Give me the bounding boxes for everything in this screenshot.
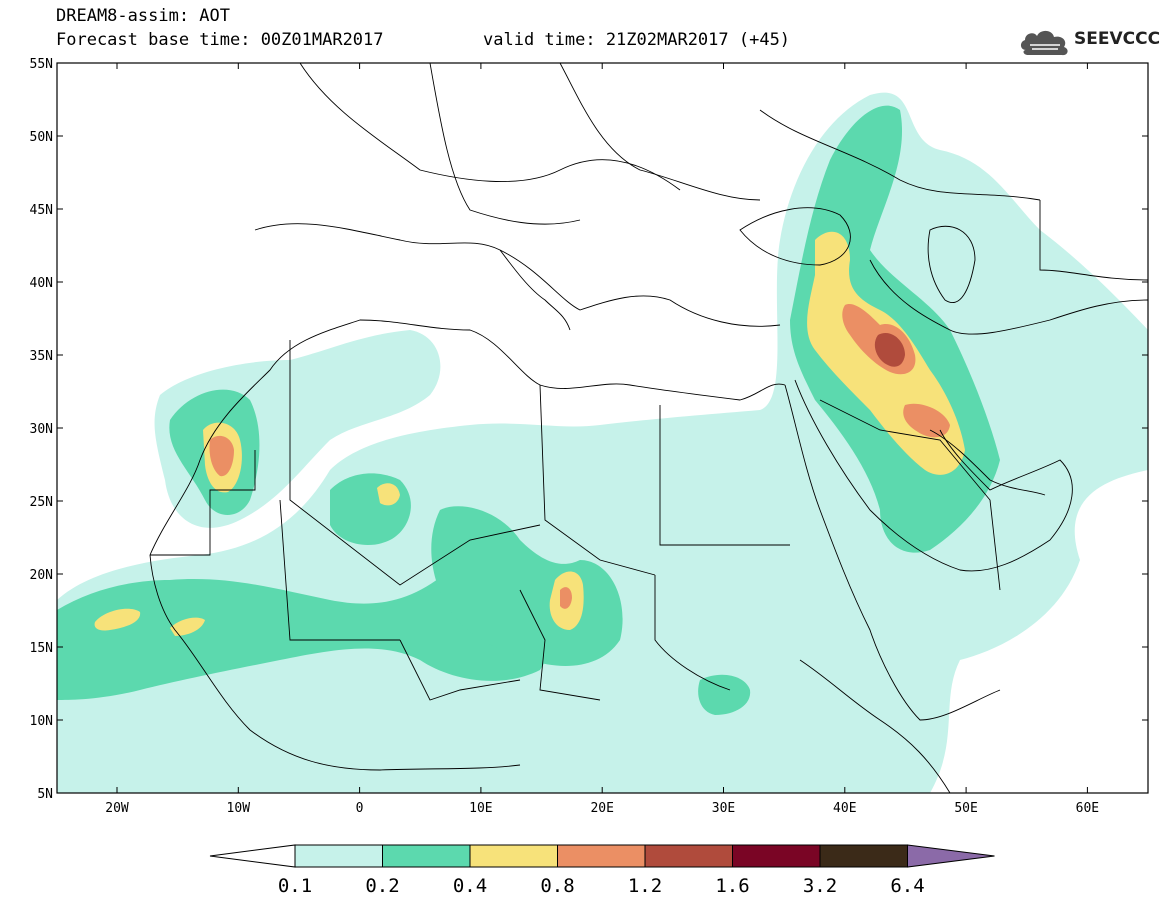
coastlines — [149, 63, 1148, 793]
lon-label: 40E — [833, 801, 856, 816]
lat-label: 25N — [30, 495, 53, 510]
aot-band-0.2-sahel — [57, 537, 555, 700]
cloud-icon — [1020, 30, 1068, 56]
lon-label: 20W — [105, 801, 129, 816]
seevccc-logo: SEEVCCC — [1018, 22, 1161, 58]
colorbar-label: 1.2 — [628, 875, 662, 897]
lat-label: 45N — [30, 203, 53, 218]
colorbar-segment — [557, 844, 646, 868]
border-europe-1 — [299, 63, 681, 191]
colorbar-label: 0.4 — [453, 875, 487, 897]
border-algeria — [289, 340, 541, 586]
lat-label: 35N — [30, 349, 53, 364]
lon-label: 10E — [469, 801, 492, 816]
lat-label: 55N — [30, 57, 53, 72]
lon-label: 20E — [590, 801, 613, 816]
colorbar-over-triangle — [907, 844, 995, 868]
lon-label: 0 — [356, 801, 364, 816]
title-base-time: Forecast base time: 00Z01MAR2017 — [56, 30, 384, 50]
aot-band-0.2-africa-east — [698, 674, 751, 715]
border-ethiopia — [799, 659, 951, 793]
colorbar-label: 0.1 — [278, 875, 312, 897]
lat-label: 40N — [30, 276, 53, 291]
aot-band-0.8-kuwait — [903, 403, 950, 438]
coast-italy — [499, 249, 571, 331]
lon-label: 10W — [227, 801, 251, 816]
border-nigeria — [399, 639, 521, 701]
lon-label: 30E — [712, 801, 735, 816]
title-valid-time: valid time: 21Z02MAR2017 (+45) — [483, 30, 791, 50]
colorbar-label: 6.4 — [890, 875, 924, 897]
coast-caspian — [927, 225, 976, 303]
aot-band-0.8-chad — [560, 587, 572, 609]
lat-label: 5N — [37, 787, 53, 802]
colorbar-label: 1.6 — [715, 875, 749, 897]
colorbar-label: 0.2 — [365, 875, 399, 897]
lon-axis: 20W 10W 0 10E 20E 30E 40E 50E 60E — [105, 63, 1099, 816]
border-europe-2 — [429, 63, 581, 225]
lat-label: 20N — [30, 568, 53, 583]
border-libya — [539, 384, 656, 576]
colorbar-segment — [382, 844, 471, 868]
coast-africa-west — [149, 554, 521, 771]
border-mali — [279, 499, 400, 641]
colorbar-under-triangle — [209, 844, 296, 868]
lon-label: 60E — [1076, 801, 1099, 816]
border-mauritania — [150, 450, 256, 556]
coast-arabia — [794, 379, 1073, 572]
border-egypt — [659, 405, 790, 546]
title-variable: DREAM8-assim: AOT — [56, 6, 230, 26]
coast-europe-south — [254, 223, 781, 327]
border-sudan — [654, 575, 731, 691]
lon-label: 50E — [954, 801, 977, 816]
colorbar-segment — [644, 844, 733, 868]
coast-persian-gulf — [929, 429, 1046, 496]
aot-band-0.4-guinea — [170, 617, 205, 636]
colorbar-segment — [819, 844, 908, 868]
colorbar: 0.1 0.2 0.4 0.8 1.2 1.6 3.2 6.4 — [209, 844, 995, 897]
colorbar-segment — [732, 844, 821, 868]
coast-black-sea — [739, 207, 851, 266]
border-russia — [759, 109, 1041, 201]
colorbar-label: 0.8 — [540, 875, 574, 897]
colorbar-segment — [294, 844, 383, 868]
aot-band-1.2-iraq — [874, 332, 905, 367]
border-central-asia — [1039, 200, 1148, 281]
coast-red-sea — [784, 384, 1001, 721]
lat-label: 10N — [30, 714, 53, 729]
border-europe-3 — [559, 63, 761, 201]
lat-axis: 55N 50N 45N 40N 35N 30N 25N 20N 15N 10N 5N — [30, 57, 1148, 802]
aot-band-0.4-senegal — [94, 608, 141, 631]
border-chad — [519, 589, 601, 701]
lat-label: 30N — [30, 422, 53, 437]
aot-band-0.4-niger — [377, 483, 400, 506]
logo-text: SEEVCCC — [1074, 29, 1161, 49]
colorbar-segment — [469, 844, 558, 868]
colorbar-label: 3.2 — [803, 875, 837, 897]
lat-label: 50N — [30, 130, 53, 145]
aot-field — [57, 92, 1148, 793]
border-iran — [869, 259, 1148, 335]
border-saudi — [819, 399, 1001, 591]
lat-label: 15N — [30, 641, 53, 656]
aot-band-0.8-morocco — [209, 435, 234, 477]
coast-africa-north — [149, 319, 786, 556]
